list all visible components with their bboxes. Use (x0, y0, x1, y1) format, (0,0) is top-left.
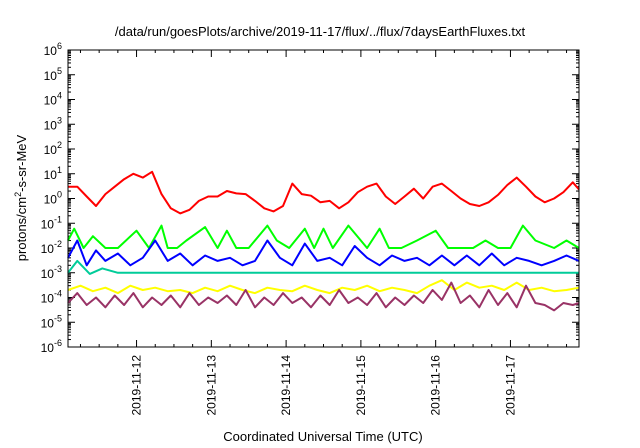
y-tick-label: 101 (44, 165, 62, 182)
x-tick-label: 2019-11-12 (130, 355, 144, 416)
series-line-6 (67, 281, 580, 312)
series-line-4 (67, 259, 579, 275)
series-line-2 (67, 224, 580, 249)
series-line-1 (68, 170, 580, 215)
y-tick-label: 10-4 (41, 289, 62, 306)
y-tick-label: 10-2 (41, 239, 62, 256)
y-tick-label: 102 (44, 140, 62, 157)
chart-title: /data/run/goesPlots/archive/2019-11-17/f… (115, 24, 526, 39)
series-line-3 (67, 239, 580, 267)
y-tick-label: 10-1 (41, 214, 62, 231)
x-tick-label: 2019-11-14 (279, 355, 293, 416)
plot-frame (67, 49, 580, 348)
x-axis-ticks: 2019-11-12 2019-11-13 2019-11-14 2019-11-15… (79, 50, 568, 416)
y-tick-label: 105 (44, 66, 62, 83)
y-axis-label: protons/cm2-s-sr-MeV (13, 134, 29, 261)
series-line-5 (67, 279, 580, 295)
x-tick-label: 2019-11-13 (204, 355, 218, 416)
y-tick-label: 106 (44, 41, 62, 58)
y-tick-label: 10-5 (41, 313, 62, 330)
x-tick-label: 2019-11-17 (503, 355, 517, 416)
x-tick-label: 2019-11-15 (354, 355, 368, 416)
y-tick-label: 103 (44, 115, 62, 132)
x-axis-label: Coordinated Universal Time (UTC) (223, 429, 422, 444)
x-tick-label: 2019-11-16 (429, 355, 443, 416)
y-tick-label: 10-6 (41, 338, 62, 355)
series-lines (67, 170, 580, 312)
y-tick-label: 10-3 (41, 264, 62, 281)
y-axis-ticks: 10-6 10-5 10-4 10-3 10-2 10-1 100 101 102 103 104 1… (41, 41, 579, 355)
y-tick-label: 100 (44, 190, 62, 207)
y-tick-label: 104 (44, 91, 62, 108)
